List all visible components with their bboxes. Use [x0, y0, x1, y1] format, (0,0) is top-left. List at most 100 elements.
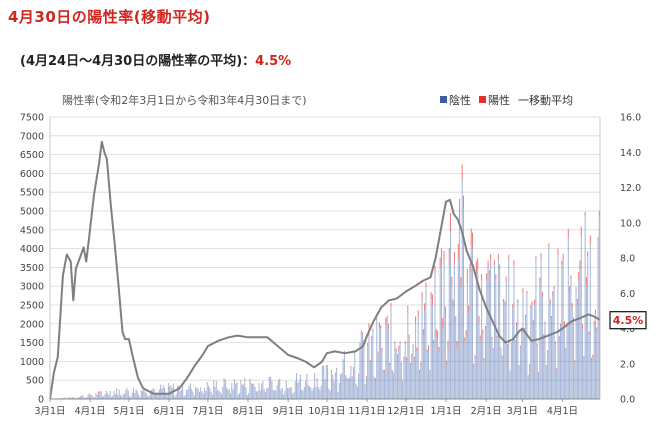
negative-bar [248, 393, 249, 399]
negative-bar [485, 329, 486, 399]
annotation-label: 4.5% [613, 314, 644, 327]
positive-bar [341, 374, 342, 375]
positive-bar [391, 303, 392, 307]
positive-bar [572, 303, 573, 307]
negative-bar [335, 373, 336, 399]
positive-bar [594, 321, 595, 324]
negative-bar [107, 394, 108, 399]
negative-bar [349, 378, 350, 399]
positive-bar [323, 366, 324, 367]
negative-bar [365, 385, 366, 399]
positive-bar [436, 329, 437, 336]
positive-bar [336, 368, 337, 369]
positive-bar [95, 393, 96, 394]
negative-bar [524, 330, 525, 399]
x-tick-label: 8月1日 [232, 406, 263, 417]
positive-bar [428, 345, 429, 350]
positive-bar [397, 354, 398, 356]
negative-bar [530, 308, 531, 399]
negative-bar [269, 378, 270, 399]
negative-bar [353, 368, 354, 399]
y-left-tick-label: 500 [26, 376, 44, 387]
positive-bar [362, 333, 363, 335]
negative-bar [304, 387, 305, 399]
negative-bar [471, 245, 472, 399]
negative-bar [367, 346, 368, 399]
positive-bar [429, 370, 430, 371]
negative-bar [146, 393, 147, 399]
positive-bar [569, 286, 570, 292]
x-tick-label: 12月1日 [387, 406, 424, 417]
negative-bar [97, 396, 98, 399]
positive-bar [394, 341, 395, 344]
positive-bar [427, 350, 428, 354]
negative-bar [462, 179, 463, 399]
chart-title: 陽性率(令和2年3月1日から令和3年4月30日まで) [62, 93, 307, 107]
negative-bar [270, 378, 271, 399]
negative-bar [205, 391, 206, 399]
negative-bar [506, 282, 507, 399]
negative-bar [425, 287, 426, 399]
positive-bar [306, 374, 307, 375]
positive-bar [442, 318, 443, 329]
legend-label: 一移動平均 [518, 93, 573, 107]
negative-bar [560, 326, 561, 399]
negative-bar [429, 371, 430, 399]
y-left-tick-label: 4500 [20, 225, 44, 236]
negative-bar [542, 295, 543, 399]
negative-bar [565, 349, 566, 399]
negative-bar [88, 395, 89, 399]
negative-bar [494, 264, 495, 399]
positive-bar [589, 332, 590, 335]
legend-swatch [479, 96, 486, 103]
negative-bar [592, 358, 593, 399]
negative-bar [433, 343, 434, 399]
positive-bar [403, 357, 404, 360]
y-left-tick-label: 6000 [20, 169, 44, 180]
negative-bar [193, 392, 194, 399]
negative-bar [117, 395, 118, 399]
negative-bar [380, 328, 381, 399]
positive-bar [565, 348, 566, 349]
negative-bar [394, 344, 395, 399]
positive-bar [314, 373, 315, 374]
negative-bar [297, 383, 298, 399]
page-title: 4月30日の陽性率(移動平均) [8, 6, 211, 27]
positive-bar [541, 253, 542, 257]
negative-bar [525, 317, 526, 399]
negative-bar [363, 341, 364, 399]
y-left-tick-label: 3000 [20, 282, 44, 293]
negative-bar [299, 381, 300, 399]
negative-bar [567, 327, 568, 399]
positive-bar [577, 299, 578, 305]
negative-bar [319, 390, 320, 399]
positive-bar [437, 331, 438, 338]
negative-bar [204, 388, 205, 399]
positive-bar [525, 315, 526, 318]
positive-bar [488, 260, 489, 268]
negative-bar [116, 389, 117, 399]
negative-bar [504, 306, 505, 399]
positive-bar [234, 379, 235, 380]
positive-bar [490, 254, 491, 261]
positive-bar [424, 303, 425, 311]
negative-bar [446, 364, 447, 399]
positive-bar [560, 324, 561, 326]
x-tick-label: 4月1日 [547, 406, 578, 417]
negative-bar [450, 231, 451, 399]
negative-bar [176, 394, 177, 399]
negative-bar [574, 362, 575, 399]
negative-bar [330, 391, 331, 399]
positive-bar [415, 317, 416, 323]
negative-bar [407, 313, 408, 399]
y-left-tick-label: 2000 [20, 319, 44, 330]
negative-bar [218, 390, 219, 399]
negative-bar [468, 311, 469, 399]
positive-bar [379, 322, 380, 327]
positive-bar [270, 377, 271, 378]
negative-bar [383, 372, 384, 399]
negative-bar [225, 381, 226, 399]
negative-bar [437, 338, 438, 399]
positive-bar [455, 316, 456, 321]
